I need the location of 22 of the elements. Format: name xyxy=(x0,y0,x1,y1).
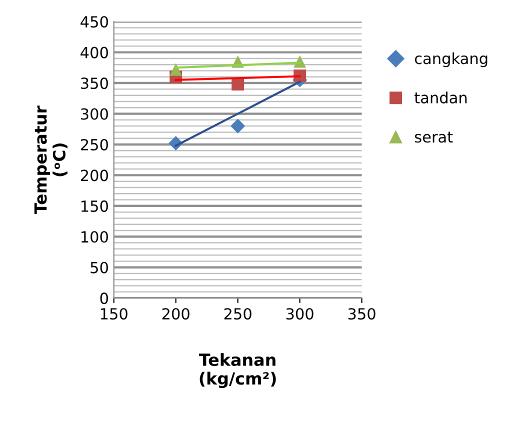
x-tick-label: 200 xyxy=(162,308,190,320)
y-tick-label: 0 xyxy=(100,292,108,304)
legend-label: tandan xyxy=(414,92,467,104)
y-tick-label: 300 xyxy=(80,108,108,120)
legend-label: cangkang xyxy=(414,52,488,68)
y-axis-title: Temperatur (ᵒC) xyxy=(34,106,68,214)
y-tick-label: 250 xyxy=(80,138,108,150)
y-tick-label: 200 xyxy=(80,170,108,182)
y-tick-label: 50 xyxy=(90,262,108,274)
x-tick-label: 300 xyxy=(286,308,314,320)
point xyxy=(230,118,246,134)
x-tick-label: 150 xyxy=(100,308,128,320)
y-tick-label: 100 xyxy=(82,231,108,243)
y-tick-label: 450 xyxy=(80,16,108,28)
y-tick-label: 400 xyxy=(80,46,108,58)
point xyxy=(232,78,244,90)
legend-label: serat xyxy=(414,132,453,143)
x-axis-title: Tekanan (kg/cm²) xyxy=(199,353,276,388)
x-tick-label: 250 xyxy=(224,308,252,320)
y-tick-label: 150 xyxy=(82,200,108,212)
y-tick-label: 350 xyxy=(80,78,108,90)
x-tick-label: 350 xyxy=(348,308,376,320)
